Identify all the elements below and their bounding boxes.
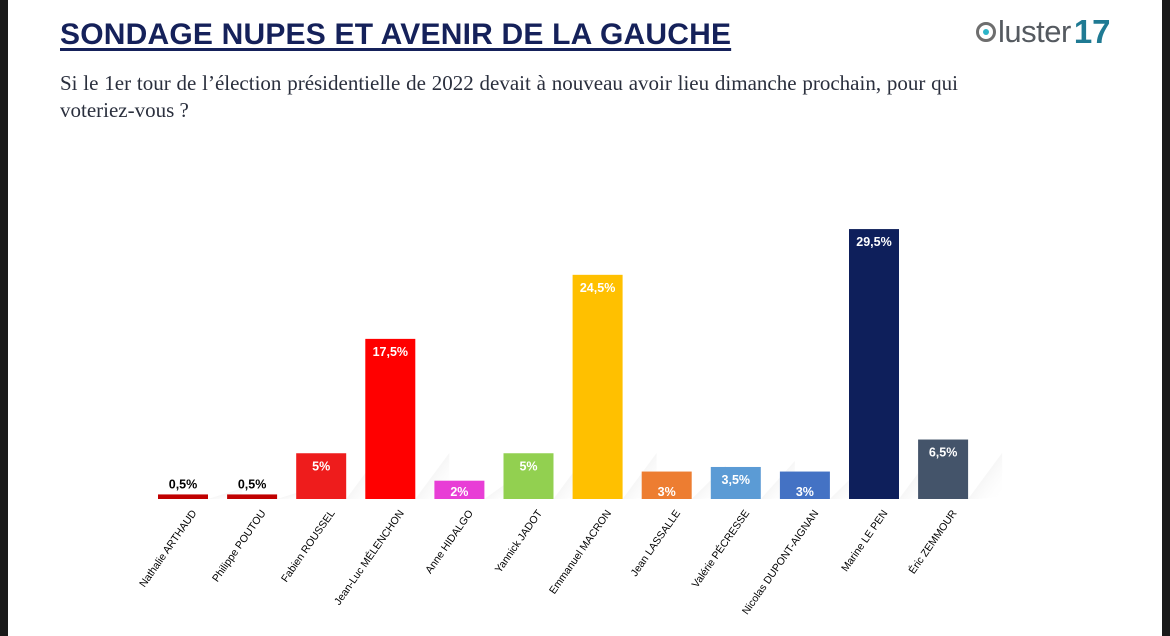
poll-question: Si le 1er tour de l’élection présidentie… — [60, 71, 958, 122]
data-label: 24,5% — [580, 281, 615, 295]
category-label: Jean LASSALLE — [628, 508, 683, 579]
bar — [158, 494, 208, 499]
bar — [296, 453, 347, 499]
bar-chart: 0,5% Nathalie ARTHAUD 0,5% Philippe POUTOU 5… — [137, 229, 1003, 617]
slide-page: SONDAGE NUPES ET AVENIR DE LA GAUCHE Si … — [8, 0, 1162, 636]
logo-number: 17 — [1073, 13, 1111, 50]
data-label: 0,5% — [169, 477, 198, 491]
data-label: 3% — [658, 485, 676, 499]
category-label: Marine LE PEN — [839, 508, 890, 574]
cluster17-logo: luster 17 — [976, 13, 1111, 50]
category-label: Fabien ROUSSEL — [279, 508, 338, 585]
bar — [434, 480, 485, 499]
bar — [918, 439, 969, 499]
data-label: 2% — [450, 485, 468, 499]
bar — [572, 274, 623, 499]
bar — [849, 229, 899, 499]
bar — [779, 471, 830, 499]
bar — [710, 466, 761, 499]
data-label: 0,5% — [238, 477, 267, 491]
data-label: 5% — [312, 459, 330, 473]
data-label: 17,5% — [373, 345, 408, 359]
category-label: Philippe POUTOU — [210, 508, 269, 585]
category-label: Emmanuel MACRON — [547, 508, 614, 597]
data-label: 5% — [519, 459, 537, 473]
bar — [365, 338, 416, 499]
category-label: Valérie PÉCRESSE — [689, 507, 752, 590]
bar — [641, 471, 692, 499]
category-label: Nicolas DUPONT-AIGNAN — [740, 508, 821, 617]
data-label: 29,5% — [856, 235, 891, 249]
logo-c-icon — [976, 22, 996, 42]
logo-word: luster — [998, 14, 1071, 49]
bar-shadow — [968, 453, 1003, 499]
category-label: Nathalie ARTHAUD — [137, 508, 200, 590]
category-label: Éric ZEMMOUR — [906, 507, 960, 576]
data-label: 6,5% — [929, 446, 958, 460]
category-label: Yannick JADOT — [493, 507, 546, 575]
bar — [503, 453, 554, 499]
category-label: Anne HIDALGO — [423, 508, 476, 576]
bar — [227, 494, 278, 499]
data-label: 3,5% — [722, 473, 751, 487]
poll-title: SONDAGE NUPES ET AVENIR DE LA GAUCHE — [60, 18, 732, 51]
data-label: 3% — [796, 485, 814, 499]
category-label: Jean-Luc MÉLENCHON — [331, 507, 407, 607]
